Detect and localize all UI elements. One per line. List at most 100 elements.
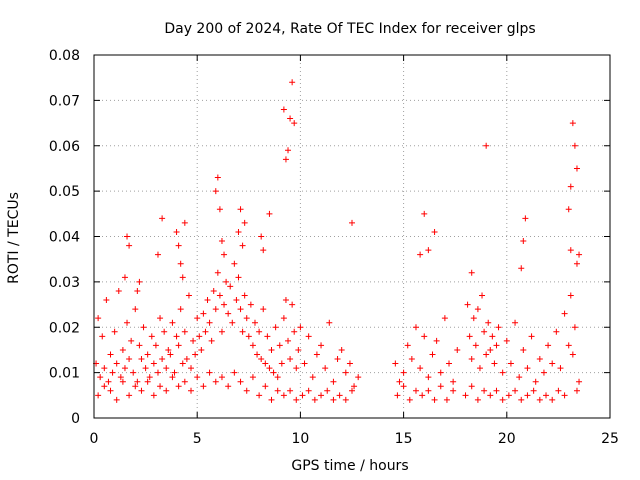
data-point	[95, 315, 102, 322]
data-point	[355, 374, 362, 381]
data-point	[218, 328, 225, 335]
data-point	[293, 365, 300, 372]
data-point	[342, 396, 349, 403]
data-point	[216, 206, 223, 213]
data-point	[503, 337, 510, 344]
data-point	[124, 233, 131, 240]
data-point	[573, 260, 580, 267]
data-point	[569, 351, 576, 358]
data-point	[262, 383, 269, 390]
y-tick-label: 0	[71, 411, 80, 427]
data-point	[429, 351, 436, 358]
data-point	[231, 260, 238, 267]
data-point	[235, 228, 242, 235]
x-tick-label: 0	[90, 431, 99, 447]
data-point	[483, 142, 490, 149]
data-point	[264, 333, 271, 340]
data-point	[512, 387, 519, 394]
data-point	[450, 378, 457, 385]
y-tick-label: 0.06	[49, 139, 80, 155]
data-point	[188, 365, 195, 372]
data-point	[518, 265, 525, 272]
data-point	[565, 342, 572, 349]
data-point	[126, 242, 133, 249]
data-point	[157, 315, 164, 322]
data-point	[223, 278, 230, 285]
x-axis-label: GPS time / hours	[291, 458, 408, 474]
data-point	[330, 396, 337, 403]
data-point	[522, 215, 529, 222]
data-point	[425, 247, 432, 254]
data-point	[481, 387, 488, 394]
data-point	[454, 346, 461, 353]
data-point	[468, 383, 475, 390]
data-point	[278, 360, 285, 367]
data-point	[487, 392, 494, 399]
data-point	[241, 292, 248, 299]
data-point	[565, 206, 572, 213]
data-point	[567, 247, 574, 254]
data-point	[326, 319, 333, 326]
data-point	[150, 392, 157, 399]
data-point	[126, 392, 133, 399]
data-point	[144, 378, 151, 385]
data-point	[394, 392, 401, 399]
data-point	[499, 396, 506, 403]
data-point	[126, 356, 133, 363]
data-point	[208, 337, 215, 344]
data-point	[243, 387, 250, 394]
data-point	[221, 301, 228, 308]
data-point	[555, 387, 562, 394]
data-point	[150, 360, 157, 367]
data-point	[194, 374, 201, 381]
data-point	[576, 251, 583, 258]
data-point	[270, 369, 277, 376]
data-point	[165, 346, 172, 353]
data-point	[188, 387, 195, 394]
data-point	[175, 342, 182, 349]
data-point	[121, 274, 128, 281]
data-point	[450, 387, 457, 394]
data-point	[216, 292, 223, 299]
data-point	[528, 333, 535, 340]
data-point	[287, 115, 294, 122]
data-point	[282, 156, 289, 163]
data-point	[231, 369, 238, 376]
data-point	[536, 356, 543, 363]
data-point	[419, 392, 426, 399]
data-point	[301, 360, 308, 367]
data-point	[157, 383, 164, 390]
data-point	[163, 387, 170, 394]
data-point	[229, 319, 236, 326]
data-point	[136, 342, 143, 349]
data-point	[142, 365, 149, 372]
data-point	[499, 369, 506, 376]
data-point	[212, 188, 219, 195]
x-tick-label: 15	[395, 431, 413, 447]
data-point	[192, 351, 199, 358]
data-point	[138, 387, 145, 394]
data-point	[468, 269, 475, 276]
data-point	[212, 306, 219, 313]
data-points	[93, 79, 583, 403]
data-point	[322, 365, 329, 372]
data-point	[262, 360, 269, 367]
data-point	[249, 374, 256, 381]
data-point	[412, 324, 419, 331]
data-point	[299, 392, 306, 399]
data-point	[297, 324, 304, 331]
data-point	[117, 374, 124, 381]
data-point	[159, 215, 166, 222]
data-point	[474, 306, 481, 313]
data-point	[204, 297, 211, 304]
data-point	[107, 387, 114, 394]
data-point	[291, 120, 298, 127]
data-point	[412, 387, 419, 394]
data-point	[177, 306, 184, 313]
data-point	[179, 360, 186, 367]
data-point	[179, 274, 186, 281]
data-point	[227, 283, 234, 290]
data-point	[507, 360, 514, 367]
data-point	[342, 369, 349, 376]
data-point	[206, 369, 213, 376]
